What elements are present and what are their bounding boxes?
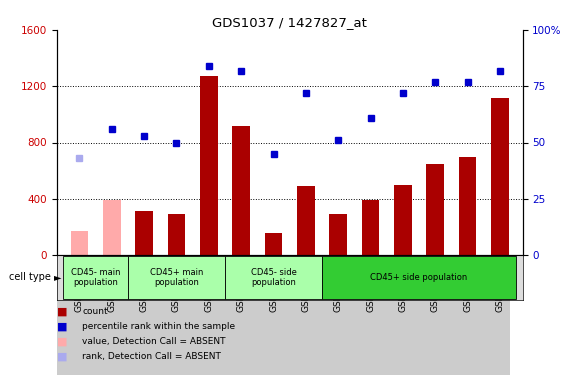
Bar <box>168 214 185 255</box>
Bar <box>128 256 225 299</box>
Bar <box>427 164 444 255</box>
Bar <box>329 214 347 255</box>
Bar <box>297 186 315 255</box>
Text: ■: ■ <box>57 306 67 316</box>
Bar <box>225 256 322 299</box>
Text: CD45- side
population: CD45- side population <box>250 268 296 287</box>
Text: value, Detection Call = ABSENT: value, Detection Call = ABSENT <box>82 337 226 346</box>
Title: GDS1037 / 1427827_at: GDS1037 / 1427827_at <box>212 16 367 29</box>
Text: CD45+ side population: CD45+ side population <box>370 273 467 282</box>
Bar <box>394 185 412 255</box>
Bar <box>70 231 89 255</box>
Bar <box>63 256 128 299</box>
Text: count: count <box>82 307 108 316</box>
Bar <box>200 76 218 255</box>
Bar <box>232 126 250 255</box>
Text: ■: ■ <box>57 321 67 331</box>
Bar <box>57 255 509 375</box>
Bar <box>135 211 153 255</box>
Bar <box>103 200 120 255</box>
Bar <box>491 98 509 255</box>
Bar <box>459 157 477 255</box>
Text: CD45+ main
population: CD45+ main population <box>150 268 203 287</box>
Bar <box>322 256 516 299</box>
Text: rank, Detection Call = ABSENT: rank, Detection Call = ABSENT <box>82 352 221 361</box>
Bar <box>265 233 282 255</box>
Text: cell type: cell type <box>9 273 51 282</box>
Text: CD45- main
population: CD45- main population <box>71 268 120 287</box>
Text: ■: ■ <box>57 336 67 346</box>
Bar <box>362 200 379 255</box>
Text: ■: ■ <box>57 351 67 361</box>
Text: ►: ► <box>54 273 61 282</box>
Text: percentile rank within the sample: percentile rank within the sample <box>82 322 236 331</box>
